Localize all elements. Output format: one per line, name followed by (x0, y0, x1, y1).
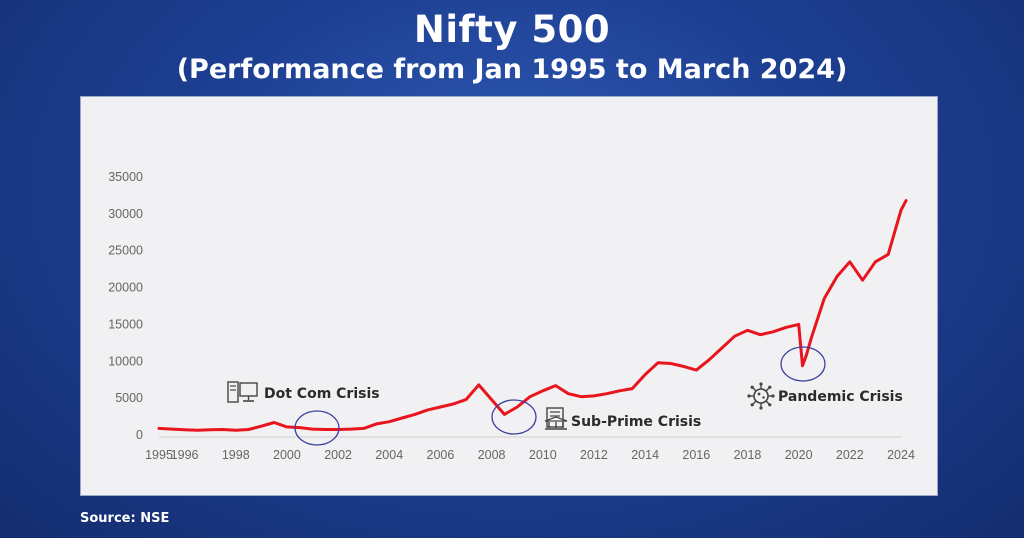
x-tick-label: 2000 (273, 448, 301, 462)
x-tick-label: 2018 (734, 448, 762, 462)
page-title: Nifty 500 (413, 8, 611, 51)
dot-com-crisis-circle (294, 410, 340, 446)
x-tick-label: 1995 (145, 448, 173, 462)
y-tick-label: 15000 (108, 317, 143, 331)
y-tick-label: 30000 (108, 207, 143, 221)
y-tick-label: 25000 (108, 244, 143, 258)
page-subtitle: (Performance from Jan 1995 to March 2024… (176, 54, 848, 85)
y-tick-label: 0 (136, 428, 143, 442)
y-tick-label: 5000 (115, 391, 143, 405)
x-tick-label: 2004 (375, 448, 403, 462)
x-tick-label: 2022 (836, 448, 864, 462)
x-tick-label: 2024 (887, 448, 915, 462)
sub-prime-crisis-circle (491, 399, 537, 435)
series-line-0 (157, 199, 908, 432)
series-group (157, 199, 908, 432)
x-tick-label: 2002 (324, 448, 352, 462)
chart-panel: 0 5000 10000 15000 20000 25000 30000 35000 1995… (80, 96, 938, 496)
annotations-group: Dot Com Crisis Sub-Prime Crisis (227, 346, 903, 446)
pandemic-crisis-circle (780, 346, 826, 382)
x-tick-label: 1998 (222, 448, 250, 462)
x-tick-label: 2010 (529, 448, 557, 462)
x-tick-label: 2008 (478, 448, 506, 462)
pandemic-crisis-label: Pandemic Crisis (778, 389, 903, 405)
y-tick-label: 10000 (108, 354, 143, 368)
source-note: Source: NSE (80, 511, 170, 526)
x-tick-label: 2014 (631, 448, 659, 462)
computer-icon (227, 381, 258, 403)
x-tick-label: 2006 (427, 448, 455, 462)
sub-prime-crisis-label: Sub-Prime Crisis (571, 414, 701, 430)
x-tick-label: 2016 (682, 448, 710, 462)
y-tick-label: 20000 (108, 281, 143, 295)
x-tick-label: 2012 (580, 448, 608, 462)
y-tick-label: 35000 (108, 170, 143, 184)
y-axis: 0 5000 10000 15000 20000 25000 30000 35000 (108, 170, 143, 442)
x-tick-label: 1996 (171, 448, 199, 462)
dot-com-crisis-label: Dot Com Crisis (264, 386, 380, 402)
bank-icon (544, 407, 568, 430)
x-tick-label: 2020 (785, 448, 813, 462)
virus-icon (747, 382, 775, 410)
line-chart: 0 5000 10000 15000 20000 25000 30000 35000 1995… (108, 170, 915, 462)
